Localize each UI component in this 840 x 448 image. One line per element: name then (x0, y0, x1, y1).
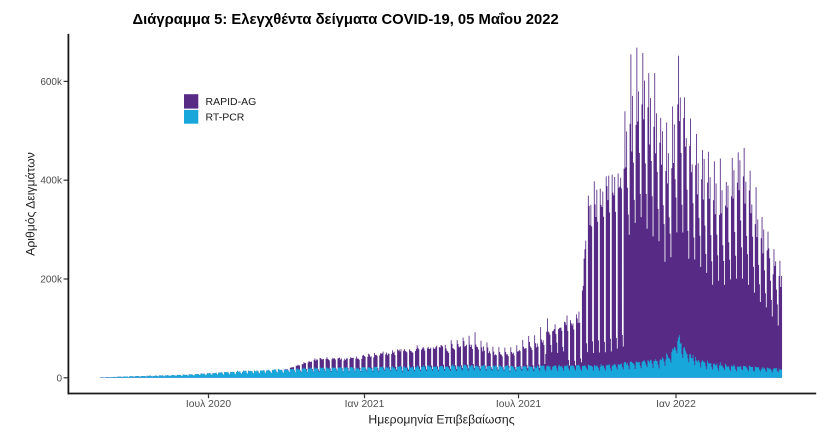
svg-text:200k: 200k (40, 275, 63, 286)
svg-text:Διάγραμμα 5: Ελεγχθέντα δείγμα: Διάγραμμα 5: Ελεγχθέντα δείγματα COVID-1… (133, 12, 559, 28)
svg-text:RT-PCR: RT-PCR (206, 112, 245, 124)
svg-text:Ιουλ 2020: Ιουλ 2020 (186, 399, 231, 410)
svg-text:Ιουλ 2021: Ιουλ 2021 (496, 399, 541, 410)
svg-text:Ιαν 2022: Ιαν 2022 (656, 399, 696, 410)
svg-text:RAPID-AG: RAPID-AG (206, 96, 257, 108)
svg-text:600k: 600k (40, 77, 63, 88)
svg-text:400k: 400k (40, 176, 63, 187)
svg-text:Αριθμός Δειγμάτων: Αριθμός Δειγμάτων (24, 152, 38, 256)
svg-text:Ιαν 2021: Ιαν 2021 (345, 399, 385, 410)
svg-text:0: 0 (56, 373, 62, 384)
svg-text:Ημερομηνία Επιβεβαίωσης: Ημερομηνία Επιβεβαίωσης (368, 413, 514, 427)
